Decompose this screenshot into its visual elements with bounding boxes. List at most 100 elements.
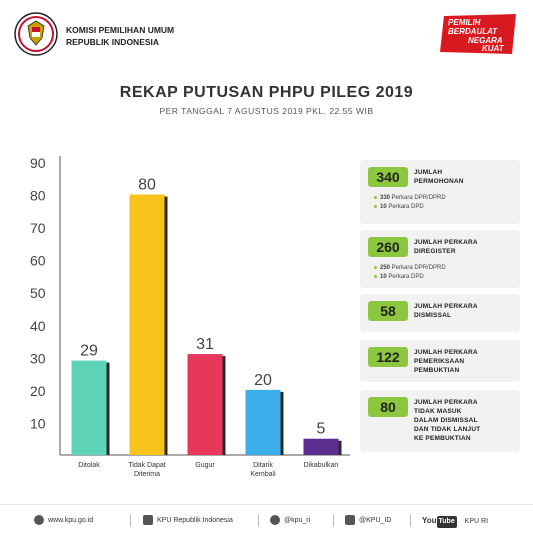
globe-icon [34, 515, 44, 526]
slogan-badge: PEMILIH BERDAULAT NEGARA KUAT [440, 14, 516, 54]
footer: www.kpu.go.id KPU Republik Indonesia @kp… [0, 504, 533, 533]
footer-divider [130, 515, 131, 527]
footer-twitter[interactable]: @kpu_ri [270, 515, 310, 527]
stat-label-line: DISMISSAL [414, 312, 452, 319]
instagram-icon [345, 515, 355, 526]
bullet-icon [374, 265, 377, 269]
y-tick-label: 10 [30, 415, 46, 431]
stat-label-line: DALAM DISMISSAL [414, 417, 478, 424]
stat-label-line: JUMLAH PERKARA [414, 349, 478, 356]
y-tick-label: 80 [30, 188, 46, 204]
page-subtitle: PER TANGGAL 7 AGUSTUS 2019 PKL. 22.55 WI… [159, 106, 374, 116]
x-tick-label: Ditolak [78, 462, 100, 469]
footer-divider [258, 515, 259, 527]
x-tick-label: Tidak Dapat [128, 462, 166, 469]
stat-label-line: DIREGISTER [414, 248, 456, 255]
stat-detail-count: 10 [380, 274, 387, 280]
slogan-line4: KUAT [482, 44, 505, 53]
stat-label-line: PEMERIKSAAN [414, 358, 465, 365]
y-tick-label: 20 [30, 383, 46, 399]
bar-chart: 10 20 30 40 50 60 70 80 90 29 Ditolak 80 Tidak Dapat… [30, 155, 350, 478]
bar-value-label: 31 [196, 336, 214, 353]
stat-detail-row: 250 Perkara DPR/DPRD [374, 264, 514, 273]
twitter-icon [270, 515, 280, 526]
stat-detail-text: Perkara DPD [386, 274, 424, 280]
y-tick-label: 50 [30, 285, 46, 301]
x-tick-label: Kembali [250, 471, 276, 478]
y-tick-label: 40 [30, 318, 46, 334]
stat-label-line: JUMLAH PERKARA [414, 399, 478, 406]
slogan-line3: NEGARA [468, 36, 503, 45]
stat-card: 58 JUMLAH PERKARA DISMISSAL [360, 294, 520, 332]
youtube-you: You [422, 516, 437, 525]
stat-detail-row: 330 Perkara DPR/DPRD [374, 194, 514, 203]
stat-label-line: JUMLAH PERKARA [414, 303, 478, 310]
bullet-icon [374, 274, 377, 278]
footer-youtube[interactable]: You Tube KPU RI [422, 515, 489, 528]
youtube-icon: You Tube [422, 515, 457, 528]
bar-value-label: 29 [80, 343, 98, 360]
bar-value-label: 80 [138, 177, 156, 194]
footer-divider [333, 515, 334, 527]
stat-value: 122 [368, 347, 408, 367]
slogan-line2: BERDAULAT [448, 27, 498, 36]
stat-detail-text: Perkara DPR/DPRD [390, 195, 446, 201]
stat-card: 260 JUMLAH PERKARA DIREGISTER 250 Perkara D… [360, 230, 520, 288]
stat-label-line: JUMLAH [414, 169, 443, 176]
stat-card: 122 JUMLAH PERKARA PEMERIKSAAN PEMBUKTIAN [360, 340, 520, 382]
stat-value: 80 [368, 397, 408, 417]
stat-value: 340 [368, 167, 408, 187]
garuda-shield-icon [14, 12, 58, 56]
bar [129, 194, 165, 456]
header: KOMISI PEMILIHAN UMUM REPUBLIK INDONESIA… [0, 0, 533, 70]
stat-details: 330 Perkara DPR/DPRD 10 Perkara DPD [374, 194, 514, 212]
stat-card: 340 JUMLAH PERMOHONAN 330 Perkara DPR/DPRD 1… [360, 160, 520, 224]
stat-label-line: PERMOHONAN [414, 178, 464, 185]
footer-website-text: www.kpu.go.id [48, 517, 94, 524]
stat-label: JUMLAH PERKARA TIDAK MASUK DALAM DISMISSAL… [414, 398, 516, 443]
org-name: KOMISI PEMILIHAN UMUM REPUBLIK INDONESIA [66, 24, 174, 48]
x-tick-label: Diterima [134, 471, 160, 478]
facebook-icon [143, 515, 153, 526]
stat-label-line: DAN TIDAK LANJUT [414, 426, 481, 433]
bar-value-label: 20 [254, 372, 272, 389]
x-tick-label: Gugur [195, 462, 215, 469]
stat-detail-text: Perkara DPD [386, 204, 424, 210]
y-tick-label: 30 [30, 350, 46, 366]
stat-detail-count: 250 [380, 265, 391, 271]
y-tick-label: 70 [30, 220, 46, 236]
footer-facebook-text: KPU Republik Indonesia [157, 517, 233, 524]
bar-value-label: 5 [317, 421, 326, 438]
bullet-icon [374, 204, 377, 208]
bar [71, 360, 107, 455]
stat-card: 80 JUMLAH PERKARA TIDAK MASUK DALAM DISMISS… [360, 390, 520, 452]
bar [245, 389, 281, 455]
footer-instagram[interactable]: @KPU_ID [345, 515, 391, 527]
stat-detail-row: 10 Perkara DPD [374, 273, 514, 282]
org-name-line2: REPUBLIK INDONESIA [66, 37, 160, 47]
bar [187, 354, 223, 455]
stat-detail-row: 10 Perkara DPD [374, 203, 514, 212]
stat-value: 260 [368, 237, 408, 257]
stat-label: JUMLAH PERKARA PEMERIKSAAN PEMBUKTIAN [414, 348, 516, 375]
y-tick-label: 60 [30, 253, 46, 269]
stat-detail-count: 10 [380, 204, 387, 210]
page-title: REKAP PUTUSAN PHPU PILEG 2019 [119, 84, 414, 101]
stat-detail-count: 330 [380, 195, 391, 201]
stat-label: JUMLAH PERMOHONAN [414, 168, 516, 186]
footer-facebook[interactable]: KPU Republik Indonesia [143, 515, 233, 527]
stat-label-line: JUMLAH PERKARA [414, 239, 478, 246]
footer-youtube-text: KPU RI [464, 518, 489, 526]
org-name-line1: KOMISI PEMILIHAN UMUM [66, 25, 175, 35]
slogan-line1: PEMILIH [448, 18, 481, 27]
footer-twitter-text: @kpu_ri [284, 517, 311, 524]
stat-label: JUMLAH PERKARA DIREGISTER [414, 238, 516, 256]
stat-label-line: KE PEMBUKTIAN [414, 435, 471, 442]
footer-website[interactable]: www.kpu.go.id [34, 515, 93, 527]
stat-label: JUMLAH PERKARA DISMISSAL [414, 302, 516, 320]
stat-detail-text: Perkara DPR/DPRD [390, 265, 446, 271]
stat-label-line: TIDAK MASUK [414, 408, 462, 415]
youtube-tube: Tube [436, 516, 457, 528]
stat-value: 58 [368, 301, 408, 321]
stat-details: 250 Perkara DPR/DPRD 10 Perkara DPD [374, 264, 514, 282]
